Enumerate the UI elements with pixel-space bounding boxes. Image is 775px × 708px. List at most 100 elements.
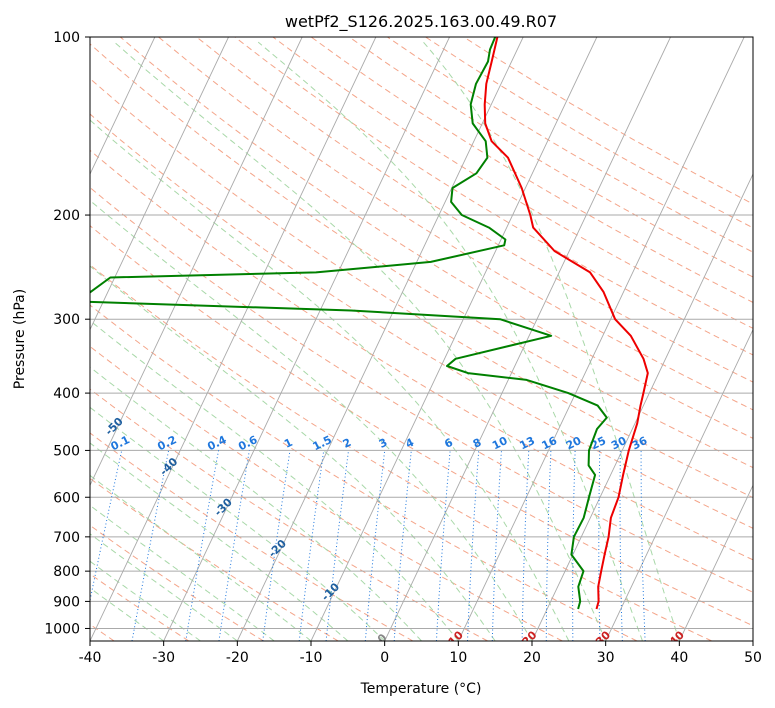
mixing-ratio-line: [325, 450, 349, 641]
dry-adiabat-line: [90, 573, 190, 641]
mixing-ratio-line: [185, 450, 220, 641]
moist-adiabat-line: [90, 265, 496, 641]
dry-adiabat-line: [272, 37, 753, 329]
y-tick-label: 400: [53, 386, 80, 402]
dry-adiabat-line: [90, 524, 264, 641]
dry-adiabat-line: [90, 345, 563, 641]
y-tick-label: 700: [53, 530, 80, 546]
y-tick-label: 300: [53, 312, 80, 328]
mixing-ratio-label: 1: [282, 436, 295, 451]
dry-adiabat-line: [158, 37, 753, 411]
isotherm-line: [678, 484, 753, 641]
dry-adiabat-line: [90, 225, 753, 627]
isotherm-line: [90, 37, 229, 331]
mixing-ratio-line: [545, 450, 552, 641]
mixing-ratio-line: [491, 450, 502, 641]
x-axis-title: Temperature (°C): [360, 681, 482, 697]
x-tick-label: -10: [300, 650, 323, 666]
mixing-ratio-line: [572, 450, 576, 641]
isotherm-line: [0, 37, 8, 641]
y-axis-title: Pressure (hPa): [12, 289, 28, 389]
isotherm-line: [605, 328, 753, 641]
y-axis: 100 200 300 400 500 600 700 800 900 1000: [44, 30, 90, 637]
moist-adiabat-line: [114, 41, 607, 641]
dry-adiabat-line: [90, 77, 753, 499]
y-tick-label: 100: [53, 30, 80, 46]
isotherm-label: -40: [157, 455, 180, 478]
x-tick-label: 20: [523, 650, 541, 666]
isotherm-line: [457, 37, 745, 641]
y-tick-label: 800: [53, 564, 80, 580]
mixing-ratio-line: [393, 450, 412, 641]
isotherm-line: [752, 639, 753, 641]
isotherm-line: [236, 37, 524, 641]
mixing-ratio-label: 16: [540, 434, 560, 453]
mixing-ratio-line: [467, 450, 480, 641]
x-tick-label: 10: [449, 650, 467, 666]
x-tick-label: 40: [670, 650, 688, 666]
mixing-ratio-line: [218, 450, 250, 641]
dry-adiabat-line: [234, 37, 753, 356]
mixing-ratio-label: 20: [564, 434, 584, 453]
isotherm-line: [384, 37, 671, 641]
moist-adiabat-line: [257, 41, 643, 641]
x-axis: -40 -30 -20 -10 0 10 20 30 40 50: [79, 641, 762, 666]
dry-adiabat-line: [90, 149, 753, 561]
isotherm-line: [163, 37, 450, 641]
isotherm-line: [90, 37, 303, 487]
y-tick-label: 200: [53, 208, 80, 224]
moist-adiabat-line: [90, 442, 349, 641]
moist-adiabat-line: [90, 406, 386, 641]
x-tick-label: 50: [744, 650, 762, 666]
isotherm-label: -20: [266, 537, 289, 560]
mixing-ratio-label: 3: [377, 436, 390, 451]
moist-adiabat-line: [423, 41, 680, 641]
moist-adiabat-line: [90, 560, 201, 641]
temperature-profile-line: [483, 37, 649, 610]
isotherm-label: 0: [375, 631, 390, 646]
mixing-ratio-line: [521, 450, 530, 641]
y-tick-label: 600: [53, 490, 80, 506]
mixing-ratio-line: [90, 450, 123, 603]
dry-adiabat-line: [90, 304, 638, 641]
mixing-ratio-line: [640, 450, 646, 641]
dry-adiabat-line: [196, 37, 753, 383]
dry-adiabat-line: [90, 113, 753, 529]
isotherm-label: -30: [212, 495, 235, 518]
mixing-ratio-line: [364, 450, 386, 641]
dry-adiabat-line: [90, 388, 488, 641]
mixing-ratio-label: 36: [630, 434, 650, 453]
dry-adiabat-line: [119, 37, 753, 439]
dry-adiabat-line: [348, 37, 753, 278]
moist-adiabat-line: [90, 320, 459, 641]
mixing-ratio-label: 2: [341, 436, 354, 451]
x-tick-label: 30: [597, 650, 615, 666]
sounding-lines: [90, 37, 649, 610]
mixing-ratio-label: 30: [609, 434, 629, 453]
y-tick-label: 500: [53, 443, 80, 459]
y-tick-label: 900: [53, 594, 80, 610]
moist-adiabat-line: [90, 504, 275, 641]
mixing-ratio-label: 10: [490, 434, 510, 453]
isotherm-line: [310, 37, 598, 641]
mixing-ratio-label: 4: [404, 436, 417, 451]
mixing-ratio-line: [435, 450, 451, 641]
isotherm-line: [531, 173, 753, 641]
dry-adiabat-line: [90, 43, 753, 469]
chart-title: wetPf2_S126.2025.163.00.49.R07: [285, 12, 557, 32]
y-tick-label: 1000: [44, 621, 80, 637]
moist-adiabat-line: [90, 533, 238, 641]
isotherm-line: [90, 37, 377, 641]
isotherm-line: [90, 37, 156, 176]
x-tick-label: -30: [152, 650, 175, 666]
plot-frame: [89, 36, 754, 642]
x-tick-label: -40: [79, 650, 102, 666]
background-lines: 0.1 0.2 0.4 0.6 1 1.5 2 3 4 6 8 10 13 16 20 25 30 36-50-4…: [0, 37, 753, 646]
mixing-ratio-line: [598, 450, 601, 641]
dry-adiabat-line: [387, 37, 753, 253]
dry-adiabat-line: [90, 477, 339, 641]
dry-adiabat-line: [90, 186, 753, 593]
isotherm-label: -10: [319, 580, 342, 603]
x-tick-label: 0: [380, 650, 389, 666]
